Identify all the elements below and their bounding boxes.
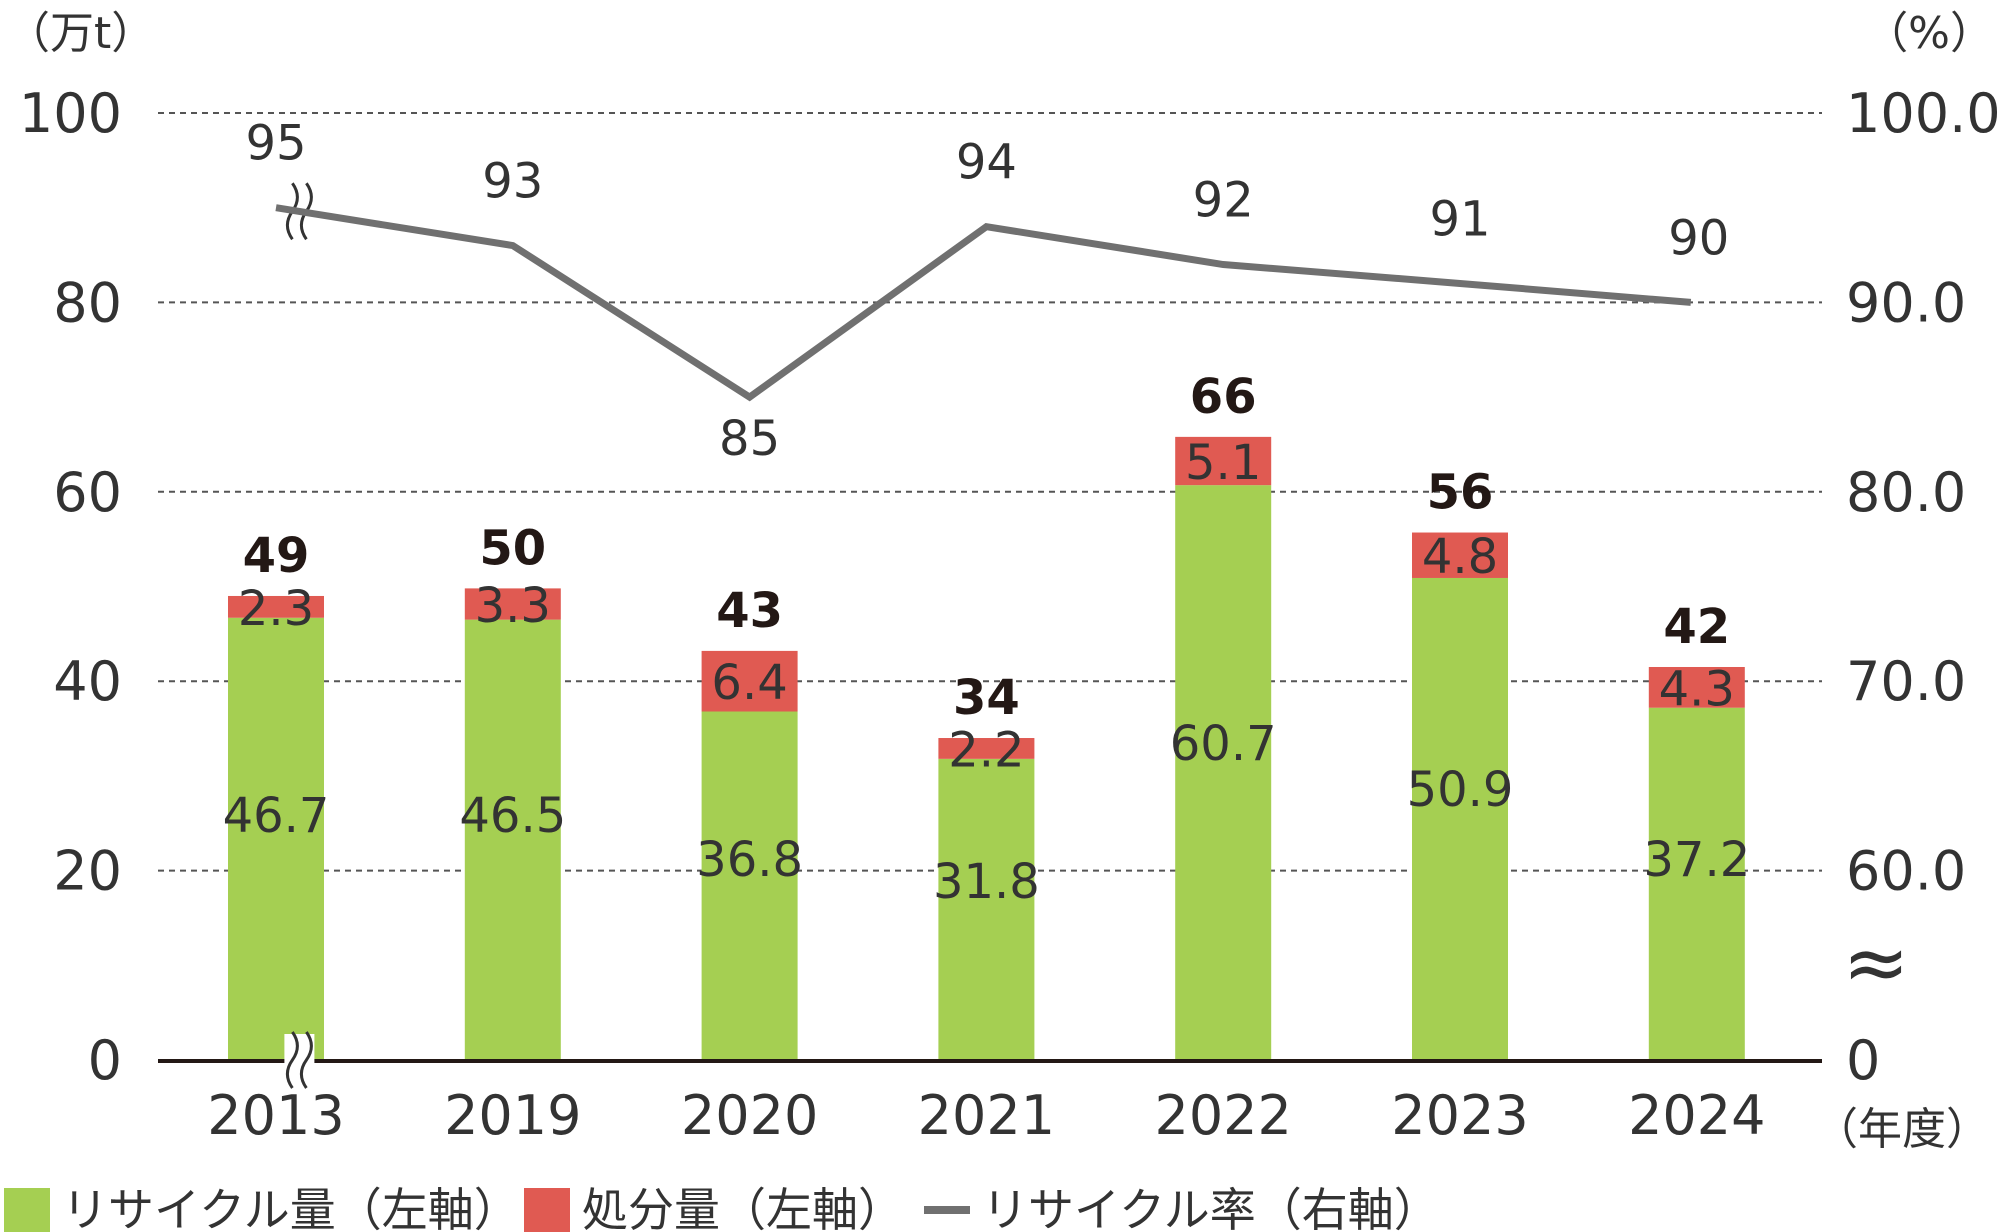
recycle-value-label: 37.2 — [1643, 832, 1750, 888]
rate-line-layer — [275, 204, 1692, 402]
disposal-value-label: 2.3 — [238, 581, 314, 637]
bar-disposal — [1648, 666, 1745, 708]
disposal-value-label: 3.3 — [475, 578, 551, 634]
x-tick-label: 2019 — [444, 1084, 581, 1147]
bars — [228, 436, 1745, 1060]
bar-disposal — [1412, 532, 1508, 578]
legend-label: リサイクル率（右軸） — [982, 1183, 1440, 1232]
rate-label: 91 — [1429, 191, 1490, 247]
bar-disposal — [1175, 436, 1272, 486]
break-gap — [284, 1034, 315, 1086]
right-tick-label: 0 — [1846, 1029, 1880, 1092]
total-label: 42 — [1663, 599, 1730, 655]
bar-disposal — [228, 595, 324, 618]
disposal-value-label: 4.3 — [1659, 661, 1735, 717]
right-tick-label: 100.0 — [1846, 82, 2000, 145]
disposal-value-label: 6.4 — [711, 655, 787, 711]
total-label: 50 — [479, 520, 546, 576]
labels: 0 20 40 60 80 100 0 60.0 70.0 80.0 90.0 100.0 95 93 85… — [19, 82, 2000, 1147]
rate-label: 90 — [1668, 210, 1729, 266]
x-tick-label: 2023 — [1391, 1084, 1528, 1147]
total-label: 34 — [953, 670, 1020, 726]
recycle-value-label: 46.5 — [459, 788, 566, 844]
rate-label: 85 — [719, 411, 780, 467]
x-tick-label: 2021 — [918, 1084, 1055, 1147]
bar-recycle — [701, 711, 798, 1060]
right-tick-label: 60.0 — [1846, 840, 1966, 903]
left-tick-label: 100 — [19, 82, 122, 145]
break-stroke — [299, 1031, 313, 1089]
bar-disposal — [938, 738, 1035, 759]
recycle-value-label: 46.7 — [223, 788, 330, 844]
disposal-value-label: 2.2 — [948, 722, 1024, 778]
disposal-value-label: 5.1 — [1185, 435, 1261, 491]
bar-recycle — [1648, 707, 1745, 1060]
bar-recycle — [464, 619, 561, 1060]
legend-label: リサイクル量（左軸） — [62, 1183, 520, 1232]
total-label: 49 — [243, 528, 310, 584]
x-tick-label: 2024 — [1628, 1084, 1765, 1147]
recycle-value-label: 31.8 — [933, 854, 1040, 910]
right-tick-label: 70.0 — [1846, 650, 1966, 713]
x-tick-label: 2020 — [681, 1084, 818, 1147]
right-axis-unit: （%） — [1864, 8, 1994, 59]
bar-recycle — [938, 758, 1035, 1060]
right-tick-label: 80.0 — [1846, 461, 1966, 524]
total-label: 43 — [716, 583, 783, 639]
bar-disposal — [464, 588, 561, 620]
legend-label: 処分量（左軸） — [582, 1183, 904, 1232]
rate-label: 94 — [956, 135, 1017, 191]
x-tick-label: 2022 — [1154, 1084, 1291, 1147]
break-stroke — [285, 1031, 299, 1089]
left-axis-unit: （万t） — [6, 8, 155, 59]
recycle-value-label: 36.8 — [696, 832, 803, 888]
recycle-value-label: 60.7 — [1170, 716, 1277, 772]
left-tick-label: 80 — [53, 271, 122, 334]
right-axis-break-icon: ≈ — [1842, 916, 1909, 1009]
bar-recycle — [228, 617, 324, 1060]
grid-lines — [158, 112, 1822, 872]
rate-label: 95 — [245, 116, 306, 172]
bar-disposal — [701, 650, 798, 712]
disposal-value-label: 4.8 — [1422, 529, 1498, 585]
x-tick-label: 2013 — [207, 1084, 344, 1147]
left-tick-label: 40 — [53, 650, 122, 713]
legend: リサイクル量（左軸） 処分量（左軸） リサイクル率（右軸） — [4, 1183, 1440, 1232]
rate-line — [275, 204, 1692, 402]
left-tick-label: 0 — [88, 1029, 122, 1092]
rate-label: 92 — [1193, 173, 1254, 229]
x-axis-title: （年度） — [1814, 1104, 1990, 1155]
left-tick-label: 20 — [53, 840, 122, 903]
legend-swatch — [524, 1188, 570, 1232]
recycle-value-label: 50.9 — [1407, 762, 1514, 818]
legend-swatch — [4, 1188, 50, 1232]
rate-label: 93 — [482, 154, 543, 210]
bar-recycle — [1412, 577, 1508, 1060]
x-axis-line — [158, 182, 1822, 1089]
total-label: 66 — [1190, 369, 1257, 425]
left-tick-label: 60 — [53, 461, 122, 524]
bar-recycle — [1175, 485, 1272, 1060]
total-label: 56 — [1427, 465, 1494, 521]
right-tick-label: 90.0 — [1846, 271, 1966, 334]
x-axis-break-icon — [284, 1031, 315, 1089]
